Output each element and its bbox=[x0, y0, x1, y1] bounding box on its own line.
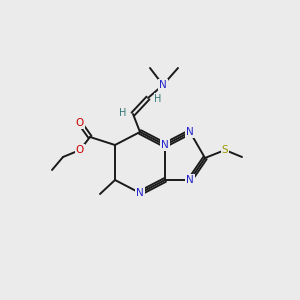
Text: N: N bbox=[159, 80, 167, 90]
Text: H: H bbox=[119, 108, 127, 118]
Text: O: O bbox=[76, 145, 84, 155]
Text: N: N bbox=[161, 140, 169, 150]
Text: N: N bbox=[136, 188, 144, 198]
Text: O: O bbox=[76, 118, 84, 128]
Text: S: S bbox=[222, 145, 228, 155]
Text: H: H bbox=[154, 94, 162, 104]
Text: N: N bbox=[186, 127, 194, 137]
Text: N: N bbox=[186, 175, 194, 185]
